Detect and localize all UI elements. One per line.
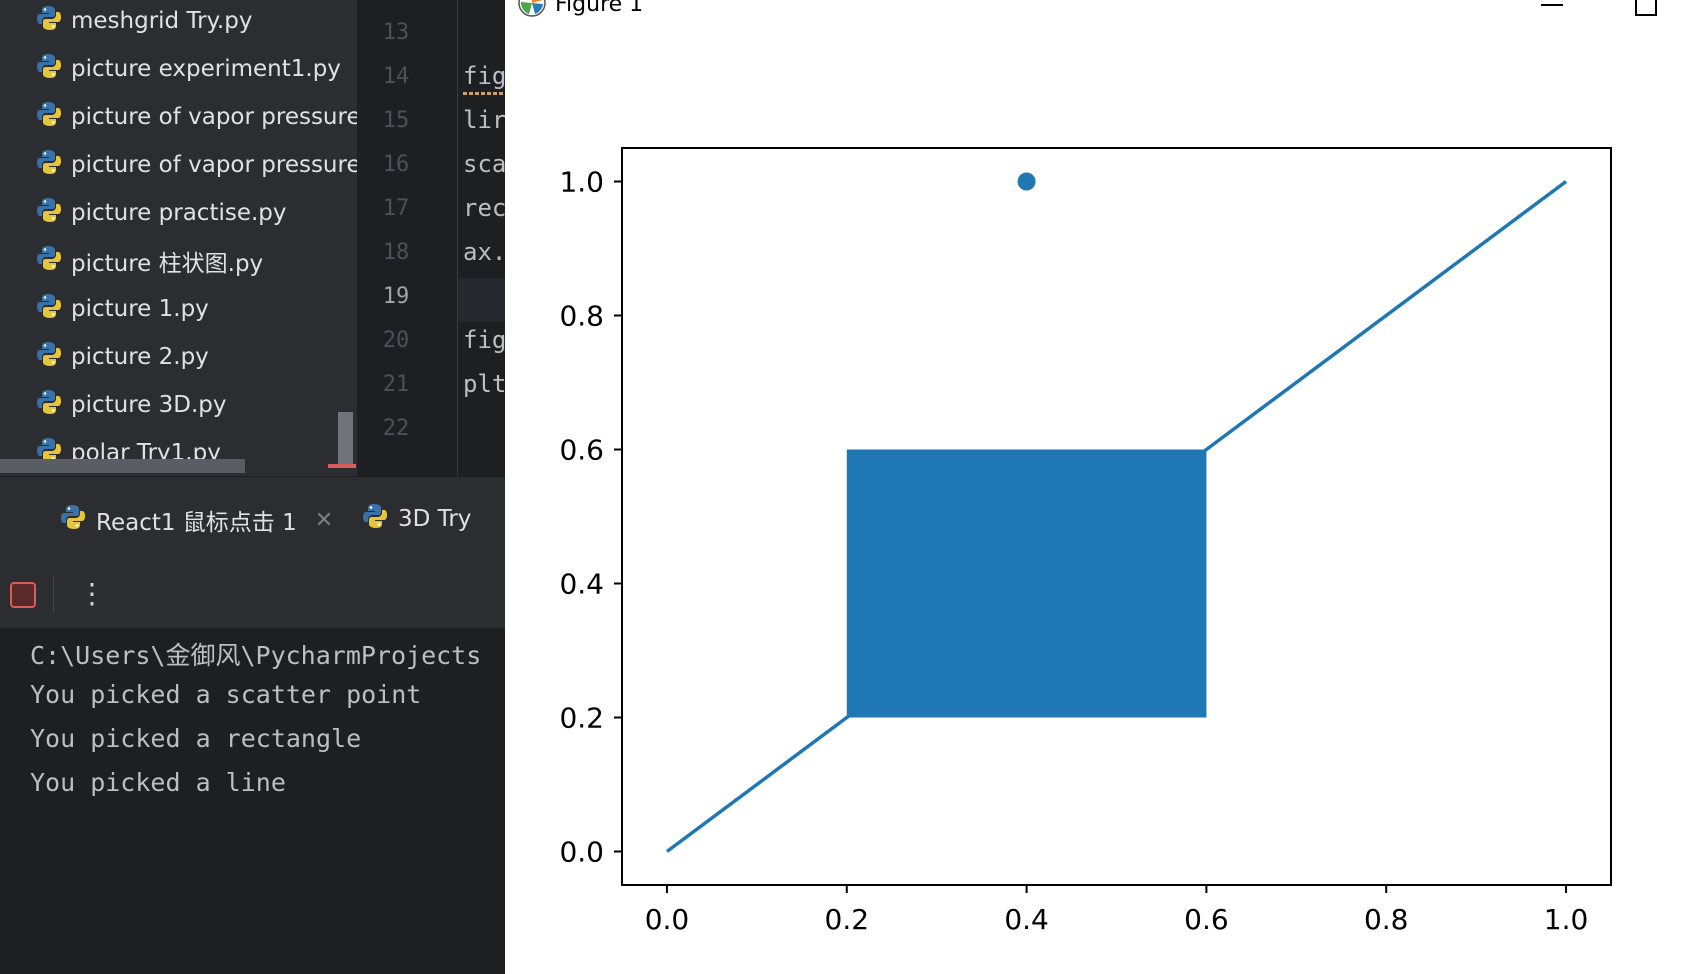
code-editor[interactable]: 13 14 15 16 17 18 19 20 21 22 fig lir sca rec ax. fig p… bbox=[357, 0, 505, 476]
python-file-icon bbox=[36, 389, 62, 421]
tree-item-label: picture 3D.py bbox=[71, 392, 227, 418]
plot-canvas[interactable]: 0.0 0.2 0.4 0.6 0.8 1.0 0.0 0.2 0.4 0.6 0.8 1.0 bbox=[505, 0, 1692, 974]
run-tab-3d-try[interactable]: 3D Try bbox=[362, 503, 471, 535]
line-number: 21 bbox=[382, 372, 410, 397]
tree-item-label: meshgrid Try.py bbox=[71, 8, 253, 34]
axes-frame bbox=[621, 147, 1612, 886]
line-number: 16 bbox=[382, 152, 410, 177]
code-line: ax. bbox=[463, 238, 505, 266]
tree-item-label: picture practise.py bbox=[71, 200, 287, 226]
python-file-icon bbox=[36, 341, 62, 373]
x-tick-label: 0.0 bbox=[645, 903, 690, 936]
console-line: You picked a line bbox=[30, 768, 286, 797]
scatter-point bbox=[1017, 172, 1036, 191]
code-line: plt bbox=[463, 370, 505, 398]
line-number: 15 bbox=[382, 108, 410, 133]
tree-item[interactable]: picture 3D.py bbox=[36, 385, 227, 425]
tree-item-label: picture of vapor pressure bbox=[71, 104, 357, 130]
x-tick-label: 0.6 bbox=[1184, 903, 1229, 936]
tree-item[interactable]: picture of vapor pressure bbox=[36, 97, 357, 137]
y-tick-label: 0.0 bbox=[559, 836, 604, 869]
x-tick-label: 0.4 bbox=[1004, 903, 1049, 936]
x-tick-label: 0.8 bbox=[1364, 903, 1409, 936]
code-line: rec bbox=[463, 194, 505, 222]
python-file-icon bbox=[60, 504, 86, 536]
python-file-icon bbox=[36, 101, 62, 133]
close-icon[interactable]: ✕ bbox=[314, 507, 334, 533]
code-line: fig bbox=[463, 326, 505, 354]
error-marker bbox=[328, 464, 356, 468]
window-title: Figure 1 bbox=[555, 0, 644, 17]
python-file-icon bbox=[36, 149, 62, 181]
tree-item-label: picture 2.py bbox=[71, 344, 209, 370]
line-number: 18 bbox=[382, 240, 410, 265]
console-line: You picked a rectangle bbox=[30, 724, 362, 753]
y-tick-label: 0.2 bbox=[559, 702, 604, 735]
python-file-icon bbox=[36, 197, 62, 229]
tree-vertical-scrollbar[interactable] bbox=[338, 412, 353, 467]
python-file-icon bbox=[36, 53, 62, 85]
tree-item[interactable]: picture 柱状图.py bbox=[36, 241, 263, 281]
rectangle-patch bbox=[846, 449, 1207, 718]
python-file-icon bbox=[36, 293, 62, 325]
minimize-icon[interactable] bbox=[1541, 4, 1563, 6]
line-number: 19 bbox=[382, 284, 410, 309]
tree-item[interactable]: picture 1.py bbox=[36, 289, 209, 329]
python-file-icon bbox=[36, 245, 62, 277]
tree-item[interactable]: picture experiment1.py bbox=[36, 49, 341, 89]
tree-item-label: picture of vapor pressure bbox=[71, 152, 357, 178]
y-axis: 0.0 0.2 0.4 0.6 0.8 1.0 bbox=[559, 166, 622, 869]
run-tab-label: React1 鼠标点击 1 bbox=[96, 510, 297, 536]
line-number: 20 bbox=[382, 328, 410, 353]
tree-item[interactable]: picture practise.py bbox=[36, 193, 287, 233]
stop-icon[interactable] bbox=[10, 582, 36, 608]
plot-marks bbox=[665, 172, 1568, 853]
code-line: fig bbox=[463, 62, 505, 90]
python-file-icon bbox=[36, 5, 62, 37]
x-axis: 0.0 0.2 0.4 0.6 0.8 1.0 bbox=[645, 885, 1589, 936]
y-tick-label: 0.4 bbox=[559, 568, 604, 601]
tree-horizontal-scrollbar[interactable] bbox=[0, 459, 245, 473]
x-tick-label: 1.0 bbox=[1544, 903, 1589, 936]
tree-item-label: picture 柱状图.py bbox=[71, 251, 264, 277]
more-vertical-icon[interactable]: ⋮ bbox=[78, 577, 106, 610]
y-tick-label: 0.8 bbox=[559, 300, 604, 333]
line-number-gutter: 13 14 15 16 17 18 19 20 21 22 bbox=[357, 0, 458, 476]
matplotlib-figure-window: Figure 1 0.0 0.2 0.4 0.6 0.8 1.0 0.0 0.2 0.4 0.6… bbox=[505, 0, 1692, 974]
run-console[interactable]: C:\Users\金御风\PycharmProjects You picked … bbox=[0, 628, 505, 974]
warning-underline bbox=[463, 92, 505, 95]
console-line: C:\Users\金御风\PycharmProjects bbox=[30, 641, 482, 670]
tree-item[interactable]: picture of vapor pressure bbox=[36, 145, 357, 185]
tree-item-label: picture experiment1.py bbox=[71, 56, 341, 82]
run-tabs-bar: React1 鼠标点击 1 ✕ 3D Try bbox=[0, 476, 505, 564]
maximize-icon[interactable] bbox=[1635, 0, 1657, 16]
x-tick-label: 0.2 bbox=[825, 903, 870, 936]
toolbar-divider bbox=[53, 576, 54, 612]
tree-item[interactable]: picture 2.py bbox=[36, 337, 209, 377]
tree-item[interactable]: meshgrid Try.py bbox=[36, 1, 252, 41]
console-line: You picked a scatter point bbox=[30, 680, 422, 709]
line-number: 17 bbox=[382, 196, 410, 221]
project-tree: meshgrid Try.py picture experiment1.py pic… bbox=[0, 0, 357, 476]
y-tick-label: 1.0 bbox=[559, 166, 604, 199]
line-number: 14 bbox=[382, 64, 410, 89]
line-number: 22 bbox=[382, 416, 410, 441]
tree-item-label: picture 1.py bbox=[71, 296, 209, 322]
code-line: lir bbox=[463, 106, 505, 134]
python-file-icon bbox=[362, 503, 388, 535]
run-tab-label: 3D Try bbox=[398, 506, 472, 532]
code-line: sca bbox=[463, 150, 505, 178]
ide-window: meshgrid Try.py picture experiment1.py pic… bbox=[0, 0, 505, 974]
run-toolbar bbox=[0, 562, 505, 628]
line-number: 13 bbox=[382, 20, 410, 45]
y-tick-label: 0.6 bbox=[559, 434, 604, 467]
matplotlib-logo-icon bbox=[517, 0, 547, 22]
run-tab-react1[interactable]: React1 鼠标点击 1 ✕ bbox=[60, 503, 333, 537]
